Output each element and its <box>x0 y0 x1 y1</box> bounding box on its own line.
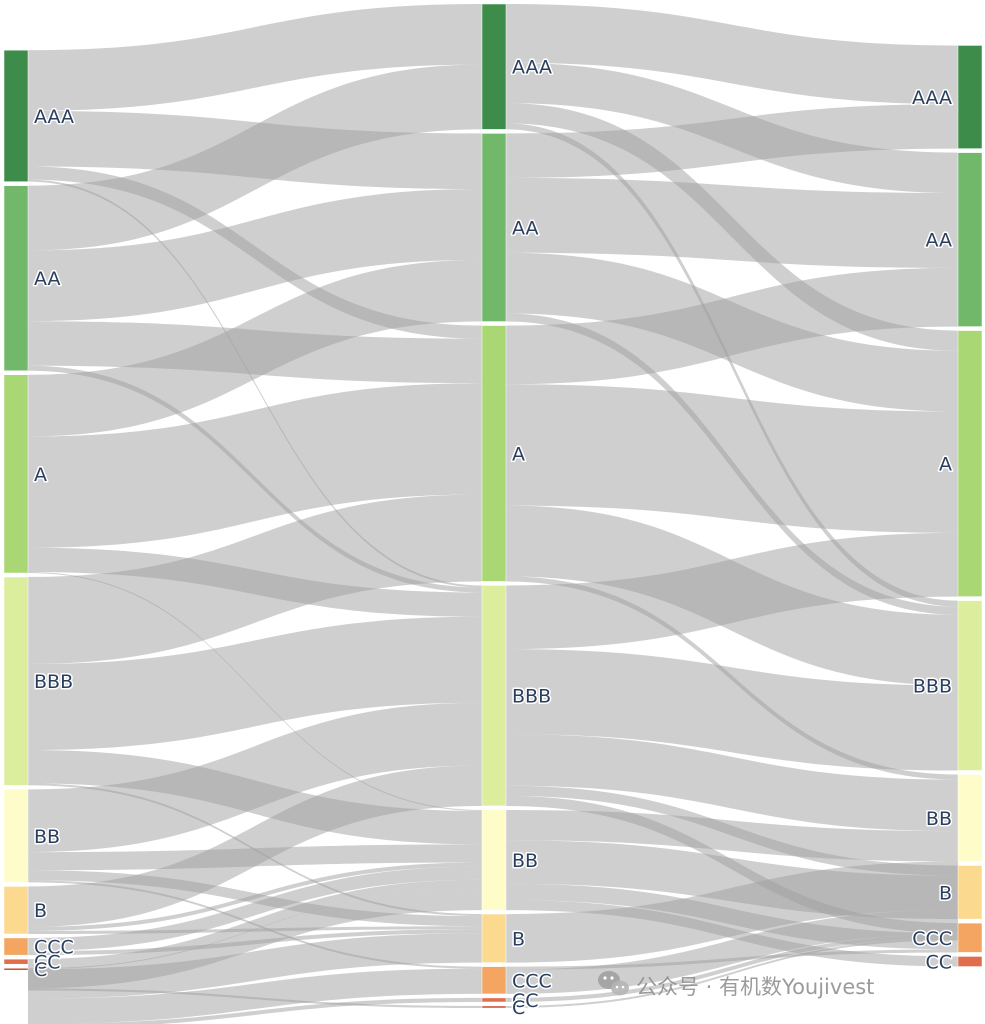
node-col2-a[interactable] <box>481 325 507 582</box>
node-label-col1-a: A <box>34 464 47 486</box>
node-col1-a[interactable] <box>3 374 29 574</box>
node-col3-bbb[interactable] <box>957 600 983 771</box>
node-col1-b[interactable] <box>3 886 29 935</box>
link-0-b-to-bb[interactable] <box>28 862 482 931</box>
link-1-aa-to-aaa[interactable] <box>506 104 958 178</box>
node-label-col3-bb: BB <box>926 808 952 830</box>
node-col3-ccc[interactable] <box>957 922 983 953</box>
link-0-aa-to-aa[interactable] <box>28 189 482 322</box>
sankey-nodes <box>3 3 983 1009</box>
link-0-aaa-to-bbb[interactable] <box>28 179 482 588</box>
link-0-cc-to-bb[interactable] <box>28 879 482 970</box>
node-col1-bb[interactable] <box>3 789 29 883</box>
node-label-col1-bb: BB <box>34 826 60 848</box>
node-label-col2-a: A <box>512 443 525 465</box>
node-label-col3-aaa: AAA <box>912 87 952 109</box>
node-label-col2-c: C <box>512 997 525 1019</box>
node-col2-aaa[interactable] <box>481 3 507 130</box>
node-label-col3-aa: AA <box>925 230 952 252</box>
node-col2-bbb[interactable] <box>481 585 507 807</box>
node-label-col2-bbb: BBB <box>512 686 551 708</box>
node-col2-aa[interactable] <box>481 133 507 322</box>
node-col1-aaa[interactable] <box>3 49 29 182</box>
link-1-a-to-a[interactable] <box>506 384 958 533</box>
node-col2-bb[interactable] <box>481 809 507 911</box>
node-col3-b[interactable] <box>957 865 983 920</box>
node-col3-cc[interactable] <box>957 956 983 967</box>
node-label-col3-ccc: CCC <box>912 928 952 950</box>
node-col1-ccc[interactable] <box>3 937 29 956</box>
node-label-col3-b: B <box>939 882 952 904</box>
link-1-ccc-to-bb[interactable] <box>506 910 958 994</box>
node-label-col1-aaa: AAA <box>34 106 74 128</box>
link-1-bbb-to-bb[interactable] <box>506 734 958 832</box>
node-col3-aa[interactable] <box>957 152 983 327</box>
node-col3-aaa[interactable] <box>957 45 983 149</box>
link-1-aaa-to-bbb[interactable] <box>506 123 958 607</box>
link-1-aaa-to-aaa[interactable] <box>506 4 958 105</box>
node-label-col1-b: B <box>34 900 47 922</box>
node-label-col2-cc: CC <box>512 990 539 1012</box>
node-label-col2-ccc: CCC <box>512 970 552 992</box>
link-0-c-to-bb[interactable] <box>28 889 482 989</box>
link-0-cc-to-ccc[interactable] <box>28 968 482 1024</box>
link-1-cc-to-bb[interactable] <box>506 934 958 1002</box>
node-col1-aa[interactable] <box>3 185 29 372</box>
watermark-text: 公众号 · 有机数Youjivest <box>636 975 874 999</box>
node-col3-a[interactable] <box>957 330 983 597</box>
link-1-bb-to-bb[interactable] <box>506 809 958 862</box>
node-col2-cc[interactable] <box>481 997 507 1003</box>
link-0-c-to-c[interactable] <box>28 988 482 1008</box>
link-1-bbb-to-a[interactable] <box>506 532 958 650</box>
node-label-col2-b: B <box>512 928 525 950</box>
node-col1-c[interactable] <box>3 967 29 971</box>
node-label-col3-a: A <box>939 454 952 476</box>
link-0-bbb-to-a[interactable] <box>28 494 482 664</box>
link-1-a-to-aa[interactable] <box>506 267 958 385</box>
node-col3-bb[interactable] <box>957 774 983 862</box>
node-col2-c[interactable] <box>481 1005 507 1009</box>
node-label-col2-aa: AA <box>512 217 539 239</box>
link-0-bbb-to-bbb[interactable] <box>28 616 482 750</box>
node-col1-bbb[interactable] <box>3 576 29 786</box>
sankey-links <box>28 4 958 1024</box>
node-label-col1-cc: CC <box>34 952 61 974</box>
link-1-aa-to-aa[interactable] <box>506 177 958 268</box>
node-label-col2-bb: BB <box>512 850 538 872</box>
link-1-c-to-bb[interactable] <box>506 938 958 1008</box>
link-0-a-to-a[interactable] <box>28 383 482 548</box>
link-0-cc-to-b[interactable] <box>28 933 482 999</box>
node-label-col1-aa: AA <box>34 268 61 290</box>
wechat-icon <box>598 971 629 996</box>
node-label-col3-cc: CC <box>925 951 952 973</box>
node-label-col1-ccc: CCC <box>34 937 74 959</box>
link-0-bb-to-bbb[interactable] <box>28 702 482 853</box>
link-1-bbb-to-bbb[interactable] <box>506 649 958 771</box>
link-0-a-to-aa[interactable] <box>28 259 482 437</box>
node-col1-cc[interactable] <box>3 958 29 965</box>
node-label-col1-bbb: BBB <box>34 671 73 693</box>
node-col2-b[interactable] <box>481 913 507 963</box>
link-0-ccc-to-bb[interactable] <box>28 866 482 952</box>
link-1-b-to-bb[interactable] <box>506 861 958 963</box>
link-0-aaa-to-aaa[interactable] <box>28 4 482 111</box>
link-0-aa-to-aaa[interactable] <box>28 64 482 251</box>
link-0-b-to-bbb[interactable] <box>28 765 482 927</box>
node-label-col2-aaa: AAA <box>512 57 552 79</box>
node-label-col3-bbb: BBB <box>913 676 952 698</box>
node-label-col1-c: C <box>34 959 47 981</box>
watermark: 公众号 · 有机数Youjivest <box>598 971 874 999</box>
sankey-labels: AAAAAABBBBBBCCCCCCAAAAAABBBBBBCCCCCCAAAA… <box>33 55 954 1020</box>
node-col2-ccc[interactable] <box>481 966 507 995</box>
